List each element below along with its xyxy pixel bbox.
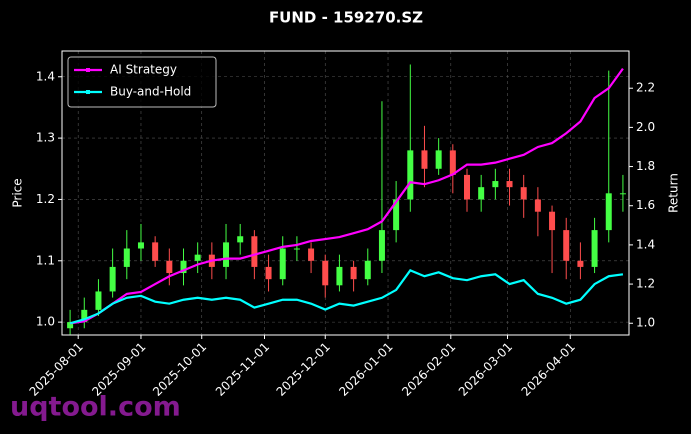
- candle-body: [534, 199, 541, 212]
- x-tick-label: 2026-04-01: [519, 340, 578, 399]
- candle-body: [180, 260, 187, 274]
- candle-body: [506, 181, 513, 188]
- y-tick-label: 1.1: [36, 253, 55, 267]
- candle-body: [393, 199, 400, 231]
- series-line: [69, 67, 624, 325]
- x-tick-label: 2025-10-01: [150, 340, 209, 399]
- legend-label: AI Strategy: [110, 63, 177, 77]
- candle-body: [123, 248, 130, 267]
- candle-body: [308, 248, 315, 261]
- x-tick-label: 2025-12-01: [274, 340, 333, 399]
- candle-body: [364, 260, 371, 280]
- candle-body: [109, 266, 116, 292]
- candle-body: [435, 150, 442, 169]
- candle-body: [67, 322, 74, 329]
- candle-body: [563, 230, 570, 261]
- y2-tick-label: 2.2: [636, 81, 655, 95]
- x-tick-label: 2025-09-01: [89, 340, 148, 399]
- candle-body: [322, 260, 329, 286]
- y-tick-label: 1.3: [36, 131, 55, 145]
- legend-label: Buy-and-Hold: [110, 85, 191, 99]
- candle-body: [293, 248, 300, 250]
- candle-body: [95, 291, 102, 310]
- watermark: uqtool.com: [10, 392, 181, 423]
- y2-tick-label: 1.2: [636, 277, 655, 291]
- y-tick-label: 1.4: [36, 69, 55, 83]
- candle-body: [223, 242, 230, 267]
- y2-tick-label: 2.0: [636, 120, 655, 134]
- candle-body: [577, 260, 584, 267]
- candle-body: [152, 242, 159, 261]
- candle-body: [166, 260, 173, 274]
- x-tick-label: 2026-03-01: [456, 340, 515, 399]
- y2-tick-label: 1.8: [636, 159, 655, 173]
- candle-body: [605, 193, 612, 231]
- candle-body: [137, 242, 144, 249]
- candle-body: [237, 236, 244, 243]
- chart-title: FUND - 159270.SZ: [269, 9, 423, 27]
- candle-body: [464, 174, 470, 200]
- y2-axis-label: Return: [667, 173, 681, 213]
- candle-body: [350, 266, 357, 280]
- candle-body: [492, 181, 499, 188]
- legend-marker: [86, 68, 90, 72]
- y2-tick-label: 1.4: [636, 237, 655, 251]
- x-tick-label: 2025-11-01: [213, 340, 272, 399]
- legend-box: [67, 56, 217, 108]
- candle-body: [407, 150, 414, 200]
- candle-body: [81, 309, 88, 323]
- y2-tick-label: 1.6: [636, 198, 655, 212]
- candle-body: [378, 230, 385, 261]
- x-tick-label: 2026-02-01: [399, 340, 458, 399]
- y2-tick-label: 1.0: [636, 316, 655, 330]
- legend: AI Strategy Buy-and-Hold: [67, 56, 217, 108]
- candle-body: [279, 248, 286, 280]
- candle-body: [421, 150, 428, 169]
- candle-body: [591, 230, 598, 267]
- candle-body: [194, 254, 201, 261]
- candle-body: [336, 266, 343, 286]
- x-tick-label: 2025-08-01: [27, 340, 86, 399]
- candle-body: [449, 150, 456, 175]
- candle-body: [619, 193, 626, 195]
- y-axis-label: Price: [11, 178, 25, 207]
- candle-body: [251, 236, 258, 267]
- plot-frame: [61, 50, 630, 336]
- series-line: [69, 269, 624, 325]
- candle-body: [549, 211, 556, 231]
- x-tick-label: 2026-01-01: [336, 340, 395, 399]
- y-tick-label: 1.2: [36, 192, 55, 206]
- legend-marker: [86, 90, 90, 94]
- candle-body: [478, 187, 485, 200]
- candle-body: [265, 266, 272, 280]
- y-tick-label: 1.0: [36, 315, 55, 329]
- candle-body: [520, 187, 527, 200]
